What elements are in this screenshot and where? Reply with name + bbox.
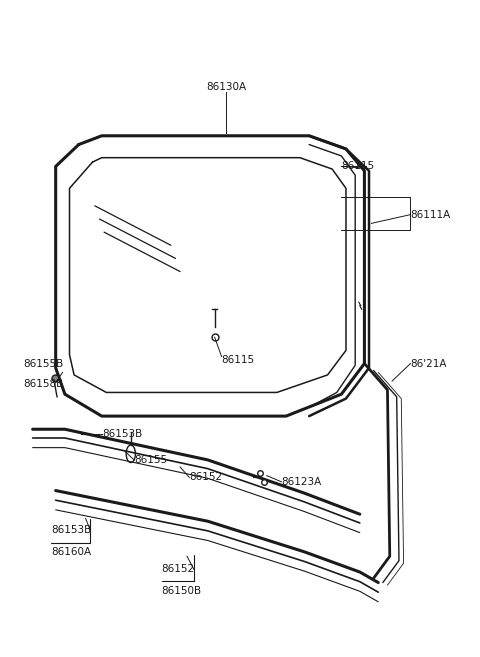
Text: 86'21A: 86'21A <box>410 359 447 369</box>
Text: 86123A: 86123A <box>281 477 322 487</box>
Text: 86155B: 86155B <box>24 359 64 369</box>
Text: 86115: 86115 <box>222 355 255 365</box>
Text: 86152: 86152 <box>162 564 195 574</box>
Text: 86150B: 86150B <box>162 586 202 597</box>
Text: 86152: 86152 <box>189 472 222 482</box>
Text: 86130A: 86130A <box>206 82 246 92</box>
Text: 86160A: 86160A <box>51 547 91 557</box>
Text: 86111A: 86111A <box>410 210 451 219</box>
Text: 86115: 86115 <box>341 162 374 171</box>
Text: 86155: 86155 <box>134 455 167 465</box>
Text: 86153B: 86153B <box>51 525 91 535</box>
Text: 86158B: 86158B <box>24 378 64 389</box>
Text: 86153B: 86153B <box>102 428 142 439</box>
